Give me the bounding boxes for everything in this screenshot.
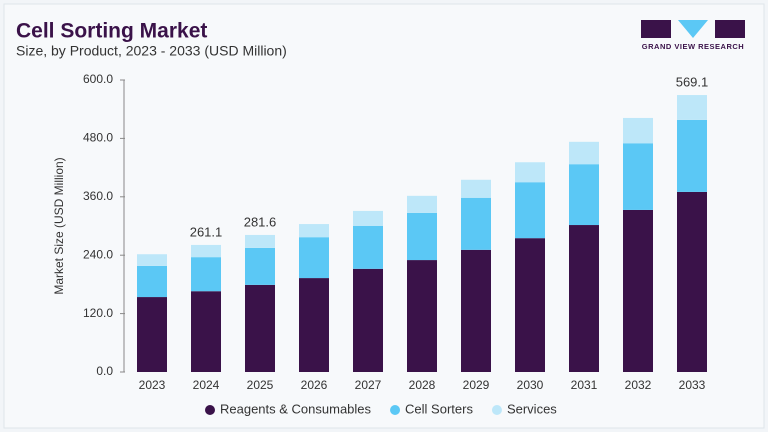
bar-segment <box>677 95 707 120</box>
chart-title: Cell Sorting Market <box>16 20 207 43</box>
bar-segment <box>299 237 329 279</box>
bar-segment <box>677 191 707 372</box>
bar-segment <box>245 234 275 248</box>
logo-block <box>641 20 671 38</box>
total-label: 281.6 <box>244 214 277 229</box>
x-tick-label: 2032 <box>625 378 652 392</box>
bar-segment <box>569 141 599 165</box>
x-tick-label: 2025 <box>247 378 274 392</box>
bar-segment <box>461 197 491 250</box>
bar-segment <box>515 182 545 239</box>
legend-marker <box>491 405 502 415</box>
bar-segment <box>191 291 221 372</box>
bar-segment <box>515 162 545 183</box>
x-tick-label: 2029 <box>463 378 490 392</box>
bar-segment <box>569 225 599 372</box>
y-tick-label: 480.0 <box>83 131 113 145</box>
logo-block <box>678 20 708 38</box>
x-tick-label: 2023 <box>139 378 166 392</box>
bar-segment <box>515 238 545 372</box>
bar-segment <box>461 249 491 372</box>
legend-marker <box>390 405 401 415</box>
bar-segment <box>623 143 653 210</box>
bar-segment <box>677 119 707 192</box>
bar-segment <box>137 297 167 372</box>
y-axis-title: Market Size (USD Million) <box>52 157 66 294</box>
bar-segment <box>407 195 437 213</box>
bar-segment <box>353 210 383 226</box>
bar-segment <box>137 265 167 298</box>
legend-label: Cell Sorters <box>405 401 473 416</box>
bar-segment <box>245 247 275 285</box>
total-label: 569.1 <box>676 74 709 89</box>
y-tick-label: 360.0 <box>83 189 113 203</box>
bar-segment <box>623 117 653 144</box>
x-tick-label: 2024 <box>193 378 220 392</box>
bar-segment <box>191 257 221 292</box>
bar-segment <box>407 212 437 261</box>
x-tick-label: 2030 <box>517 378 544 392</box>
bar-segment <box>245 284 275 372</box>
legend-label: Reagents & Consumables <box>220 401 372 416</box>
y-tick-label: 0.0 <box>96 364 113 378</box>
logo: GRAND VIEW RESEARCH <box>641 20 745 51</box>
x-tick-label: 2026 <box>301 378 328 392</box>
bar-segment <box>623 209 653 372</box>
bar-segment <box>569 164 599 226</box>
bar-segment <box>353 268 383 372</box>
y-tick-label: 240.0 <box>83 247 113 261</box>
bar-segment <box>191 244 221 258</box>
bar-segment <box>353 226 383 269</box>
x-tick-label: 2031 <box>571 378 598 392</box>
bar-segment <box>407 260 437 372</box>
legend-marker <box>205 405 215 415</box>
x-tick-label: 2027 <box>355 378 382 392</box>
x-tick-label: 2028 <box>409 378 436 392</box>
legend-label: Services <box>507 401 557 416</box>
bar-segment <box>137 254 167 266</box>
y-tick-label: 120.0 <box>83 306 113 320</box>
logo-text: GRAND VIEW RESEARCH <box>642 42 744 51</box>
chart-subtitle: Size, by Product, 2023 - 2033 (USD Milli… <box>16 43 287 59</box>
x-tick-label: 2033 <box>679 378 706 392</box>
bar-segment <box>461 179 491 198</box>
total-label: 261.1 <box>190 224 223 239</box>
bar-segment <box>299 278 329 372</box>
logo-block <box>715 20 745 38</box>
y-tick-label: 600.0 <box>83 72 113 86</box>
bar-segment <box>299 224 329 238</box>
